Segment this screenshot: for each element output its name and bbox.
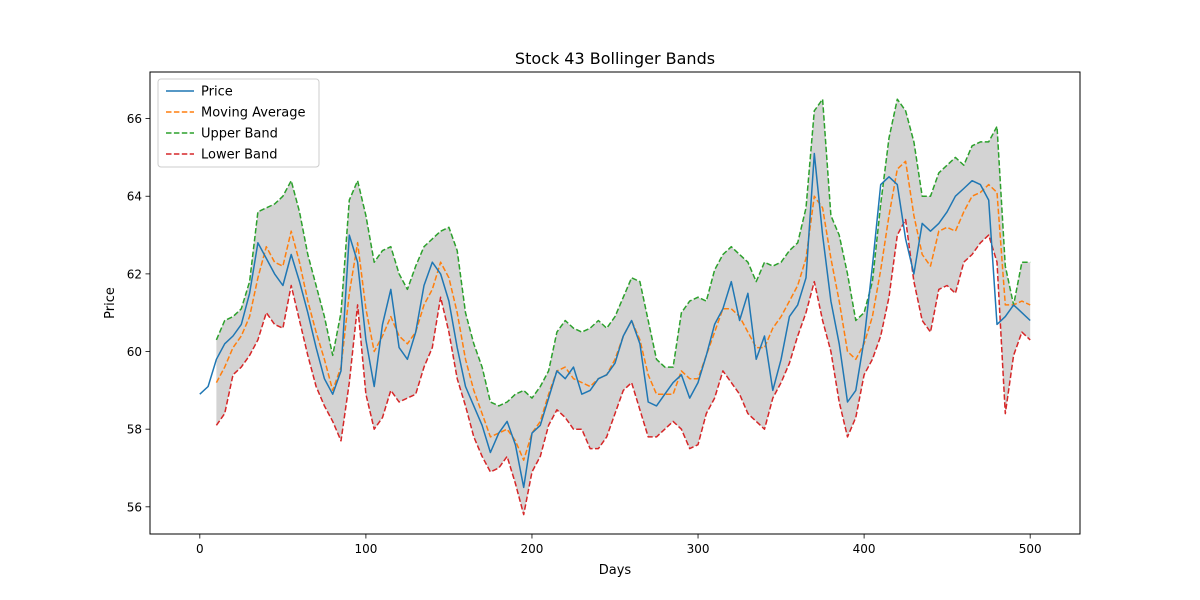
- plot-frame: [149, 71, 1081, 535]
- legend-label: Lower Band: [201, 148, 277, 163]
- y-tick-label: 64: [127, 190, 142, 204]
- y-tick-label: 66: [127, 112, 142, 126]
- y-tick-label: 58: [127, 423, 142, 437]
- x-axis-label: Days: [599, 563, 632, 578]
- x-tick-label: 100: [354, 542, 377, 556]
- series-lower-band-line: [215, 218, 1031, 516]
- series-price-line: [199, 152, 1031, 489]
- legend: Price Moving Average Upper Band Lower Band: [157, 78, 320, 168]
- legend-box: [157, 78, 320, 168]
- x-tick-label: 500: [1019, 542, 1042, 556]
- x-tick-label: 0: [196, 542, 204, 556]
- y-tick-label: 62: [127, 267, 142, 281]
- band-fill: [216, 99, 1031, 515]
- y-tick-label: 56: [127, 500, 142, 514]
- x-tick-label: 300: [687, 542, 710, 556]
- x-tick-label: 400: [853, 542, 876, 556]
- x-tick-label: 200: [521, 542, 544, 556]
- plot-area: [199, 98, 1031, 516]
- x-axis: 0 100 200 300 400 500: [196, 534, 1042, 556]
- y-tick-label: 60: [127, 345, 142, 359]
- legend-label: Upper Band: [201, 127, 278, 142]
- chart-title: Stock 43 Bollinger Bands: [515, 49, 715, 68]
- y-axis-label: Price: [103, 287, 118, 319]
- y-axis: 56 58 60 62 64 66: [127, 112, 150, 514]
- series-upper-band-line: [215, 98, 1031, 407]
- legend-label: Moving Average: [201, 106, 305, 121]
- legend-label: Price: [201, 85, 233, 100]
